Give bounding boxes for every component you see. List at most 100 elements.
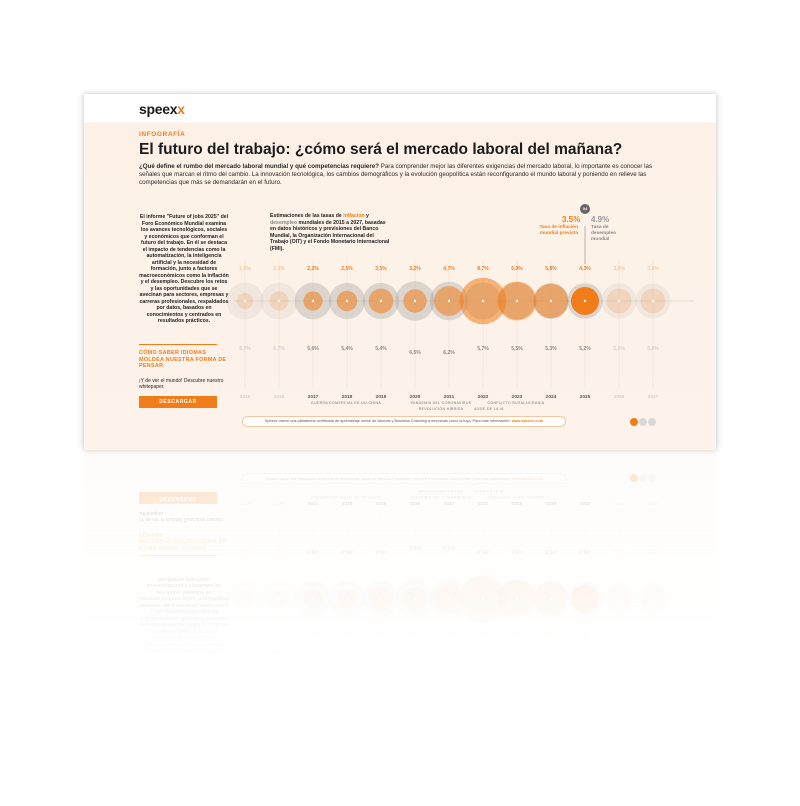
page-reflection-copy: speexx INFOGRAFÍA El futuro del trabajo:…: [84, 450, 716, 806]
bubble-center-dot: [447, 597, 451, 601]
inflation-forecast-label: Tasa de inflación mundial prevista: [539, 664, 578, 675]
inflation-bubble: [303, 589, 323, 609]
unemployment-data-label: 5,1%: [613, 548, 625, 554]
inflation-data-label: 3,5%: [647, 266, 659, 272]
unemployment-data-label: 6,5%: [409, 350, 421, 356]
unemployment-data-label: 5,3%: [545, 346, 557, 352]
inflation-data-label: 4,3%: [579, 628, 591, 634]
page-reflection: speexx INFOGRAFÍA El futuro del trabajo:…: [84, 450, 716, 806]
unemployment-data-label: 5,4%: [341, 548, 353, 554]
unemployment-data-label: 5,4%: [375, 346, 387, 352]
inflation-bubble: [533, 581, 569, 617]
year-tick-label: 2018: [342, 500, 353, 506]
unemployment-bubble: [601, 581, 636, 616]
download-button: DESCARGAR: [139, 492, 217, 504]
header: speexx: [84, 94, 716, 122]
inflation-data-label: 3,6%: [613, 266, 625, 272]
year-tick-label: 2024: [546, 500, 557, 506]
unemployment-data-label: 5,5%: [511, 548, 523, 554]
bubble-chart: 1,5% 5,7% 2015 2,2% 5,7% 2016 2,2% 5,6% 2017 2,5%…: [226, 489, 694, 674]
unemployment-label: Tasa de desempleo mundial: [591, 658, 617, 675]
inflation-data-label: 4,7%: [443, 628, 455, 634]
chart-description: Estimaciones de las tasas de inflación y…: [270, 213, 390, 252]
bubble-center-dot: [515, 597, 519, 601]
unemployment-bubble: [464, 580, 502, 618]
bubble-center-dot: [311, 597, 315, 601]
unemployment-bubble: [328, 580, 366, 618]
page-title: El futuro del trabajo: ¿cómo será el mer…: [139, 742, 623, 759]
step-badge: 04: [580, 204, 590, 214]
pager-dot-icon[interactable]: [639, 418, 647, 426]
unemployment-bubble: [567, 581, 603, 617]
divider: [139, 555, 217, 556]
unemployment-data-label: 6,2%: [443, 544, 455, 550]
year-tick-label: 2027: [648, 500, 659, 506]
unemployment-data-label: 5,5%: [511, 346, 523, 352]
speexx-logo[interactable]: speexx: [139, 101, 185, 117]
unemployment-data-label: 5,2%: [579, 346, 591, 352]
footer-banner: Speexx ofrece una plataforma certificada…: [242, 473, 566, 484]
bubble-center-dot: [413, 597, 417, 601]
inflation-bubble: [237, 591, 253, 607]
inflation-data-label: 4,7%: [443, 266, 455, 272]
unemployment-data-label: 5,0%: [647, 346, 659, 352]
bubble-center-dot: [345, 597, 349, 601]
bubble-center-dot: [447, 299, 451, 303]
inflation-bubble: [641, 587, 666, 612]
unemployment-data-label: 5,7%: [273, 346, 285, 352]
unemployment-label: Tasa de desempleo mundial: [591, 225, 617, 242]
bubble-center-dot: [481, 597, 485, 601]
bubble-center-dot: [277, 597, 281, 601]
inflation-bubble: [403, 587, 427, 611]
year-tick-label: 2022: [478, 394, 489, 400]
unemployment-bubble: [429, 579, 469, 619]
inflation-data-label: 2,2%: [273, 266, 285, 272]
bubble-chart: 1,5% 5,7% 2015 2,2% 5,7% 2016 2,2% 5,6% 2017 2,5%…: [226, 226, 694, 411]
inflation-data-label: 3,2%: [409, 266, 421, 272]
year-tick-label: 2026: [614, 500, 625, 506]
bubble-center-dot: [481, 299, 485, 303]
year-tick-label: 2023: [512, 500, 523, 506]
whitepaper-text: ¡Y de ver el mundo! Descubre nuestro whi…: [139, 509, 224, 522]
pager-dot-icon[interactable]: [648, 418, 656, 426]
bubble-center-dot: [617, 597, 621, 601]
unemployment-value: 4.9%: [591, 215, 610, 224]
inflation-bubble: [336, 588, 358, 610]
year-tick-label: 2017: [308, 394, 319, 400]
event-label: REVOLUCIÓN HÍBRIDA: [419, 489, 464, 494]
year-tick-label: 2021: [444, 394, 455, 400]
year-tick-label: 2020: [410, 394, 421, 400]
chart-description: Estimaciones de las tasas de inflación y…: [270, 648, 390, 688]
inflation-bubble: [497, 579, 537, 619]
pager-next-icon[interactable]: [630, 418, 638, 426]
bubble-center-dot: [311, 299, 315, 303]
inflation-forecast-value: 3.5%: [562, 215, 581, 224]
unemployment-data-label: 5,7%: [239, 346, 251, 352]
unemployment-bubble: [260, 580, 297, 617]
whitepaper-heading: CÓMO SABER IDIOMAS MOLDEA NUESTRA FORMA …: [139, 350, 227, 369]
year-tick-label: 2026: [614, 394, 625, 400]
bubble-center-dot: [277, 299, 281, 303]
year-tick-label: 2022: [478, 500, 489, 506]
unemployment-bubble: [226, 580, 263, 617]
bubble-center-dot: [583, 597, 587, 601]
event-label: AUGE DE LA IA: [474, 407, 504, 411]
bubble-center-dot: [583, 299, 587, 303]
year-tick-label: 2025: [580, 500, 591, 506]
download-button[interactable]: DESCARGAR: [139, 396, 217, 408]
inflation-bubble: [434, 584, 464, 614]
inflation-data-label: 3,5%: [375, 266, 387, 272]
header: speexx: [84, 778, 716, 806]
event-label: CONFLICTO RUSIA-UCRANIA: [488, 495, 545, 499]
inflation-data-label: 8,7%: [477, 628, 489, 634]
event-label: AUGE DE LA IA: [474, 489, 504, 493]
footer-link[interactable]: www.speexx.com: [511, 419, 544, 423]
bubble-center-dot: [617, 299, 621, 303]
inflation-data-label: 8,7%: [477, 266, 489, 272]
inflation-data-label: 1,5%: [239, 266, 251, 272]
year-tick-label: 2021: [444, 500, 455, 506]
pager-dot-icon: [639, 474, 647, 482]
inflation-data-label: 2,5%: [341, 266, 353, 272]
unemployment-bubble: [294, 580, 332, 618]
event-label: GUERRA COMERCIAL EE.UU-CHINA: [311, 401, 381, 405]
